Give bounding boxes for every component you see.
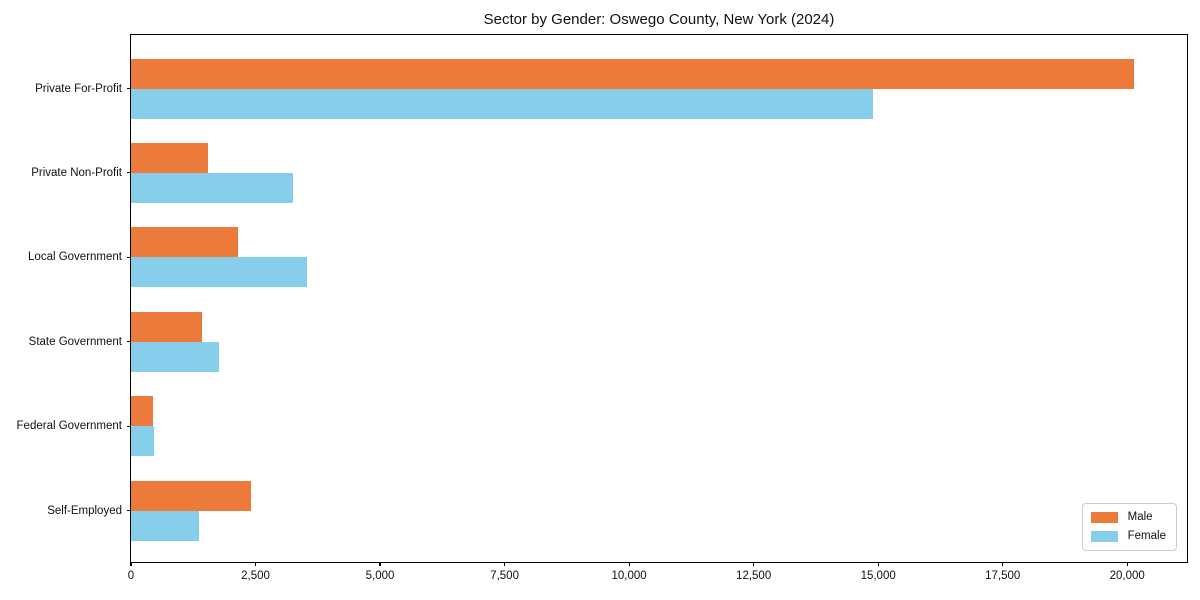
bar-male-1 <box>131 142 208 173</box>
y-tick <box>127 256 131 258</box>
y-tick-label: Local Government <box>28 251 122 264</box>
y-tick <box>127 509 131 512</box>
bar-female-1 <box>131 172 293 203</box>
y-tick-label: Private For-Profit <box>35 82 122 95</box>
x-tick <box>503 562 506 566</box>
legend: Male Female <box>1081 503 1177 551</box>
bar-female-2 <box>131 257 307 288</box>
y-tick <box>127 172 131 174</box>
bar-female-0 <box>131 88 873 119</box>
x-tick <box>1002 562 1004 566</box>
x-tick <box>130 562 132 566</box>
x-tick-label: 2,500 <box>241 570 270 582</box>
y-tick-label: State Government <box>28 335 122 348</box>
x-tick <box>254 562 257 566</box>
bar-male-2 <box>131 227 238 258</box>
x-tick-label: 20,000 <box>1109 570 1145 582</box>
x-tick <box>1126 562 1128 566</box>
chart-title: Sector by Gender: Oswego County, New Yor… <box>483 11 835 28</box>
y-tick-label: Self-Employed <box>47 504 122 517</box>
x-tick <box>628 562 630 566</box>
bar-male-5 <box>131 480 251 511</box>
bar-male-3 <box>131 311 202 342</box>
x-tick-label: 5,000 <box>365 570 395 582</box>
x-tick-label: 15,000 <box>860 570 896 582</box>
y-tick <box>127 341 131 343</box>
x-tick-label: 12,500 <box>736 570 772 582</box>
x-tick <box>877 562 879 566</box>
legend-label-female: Female <box>1127 530 1166 542</box>
y-tick-label: Federal Government <box>16 420 122 433</box>
y-tick <box>127 87 131 90</box>
bar-female-3 <box>131 341 219 372</box>
plot-area: Private For-Profit Private Non-Profit Loca… <box>17 34 1188 582</box>
x-tick-label: 7,500 <box>490 570 519 582</box>
female-color-swatch <box>1090 531 1118 542</box>
y-tick <box>127 425 131 427</box>
x-tick-label: 10,000 <box>611 570 647 582</box>
bar-female-4 <box>131 426 154 457</box>
bar-male-0 <box>131 58 1135 89</box>
x-tick <box>379 562 381 566</box>
x-tick-label: 0 <box>127 570 135 582</box>
male-color-swatch <box>1090 512 1118 523</box>
legend-item-female: Female <box>1090 530 1166 543</box>
x-tick <box>753 562 755 566</box>
y-tick-label: Private Non-Profit <box>31 166 122 179</box>
legend-label-male: Male <box>1127 511 1153 523</box>
bar-male-4 <box>131 396 153 427</box>
x-tick-label: 17,500 <box>985 570 1021 582</box>
legend-item-male: Male <box>1090 511 1166 524</box>
bar-female-5 <box>131 510 199 541</box>
